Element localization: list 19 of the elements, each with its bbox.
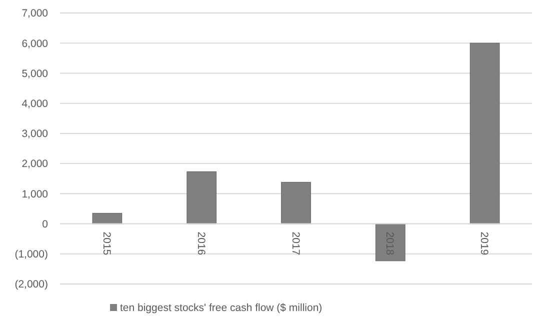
bar — [470, 42, 500, 224]
legend-label: ten biggest stocks' free cash flow ($ million) — [120, 302, 322, 314]
x-tick-label: 2017 — [289, 232, 302, 256]
y-tick-label: 6,000 — [22, 38, 48, 50]
y-tick-label: (2,000) — [14, 278, 48, 291]
y-tick-label: 1,000 — [22, 188, 48, 200]
y-tick-label: 7,000 — [22, 8, 48, 20]
x-tick-label: 2019 — [478, 232, 490, 256]
y-tick-label: 4,000 — [22, 98, 48, 110]
y-tick-label: 5,000 — [22, 68, 48, 80]
x-tick-label: 2016 — [194, 232, 207, 256]
y-tick-label: 0 — [42, 218, 48, 230]
bar — [281, 182, 311, 224]
bar — [92, 212, 122, 224]
y-tick-label: 2,000 — [22, 158, 48, 170]
y-tick-label: (1,000) — [14, 248, 48, 261]
bar — [186, 171, 217, 224]
x-tick-label: 2015 — [100, 232, 113, 256]
y-tick-label: 3,000 — [22, 128, 48, 140]
